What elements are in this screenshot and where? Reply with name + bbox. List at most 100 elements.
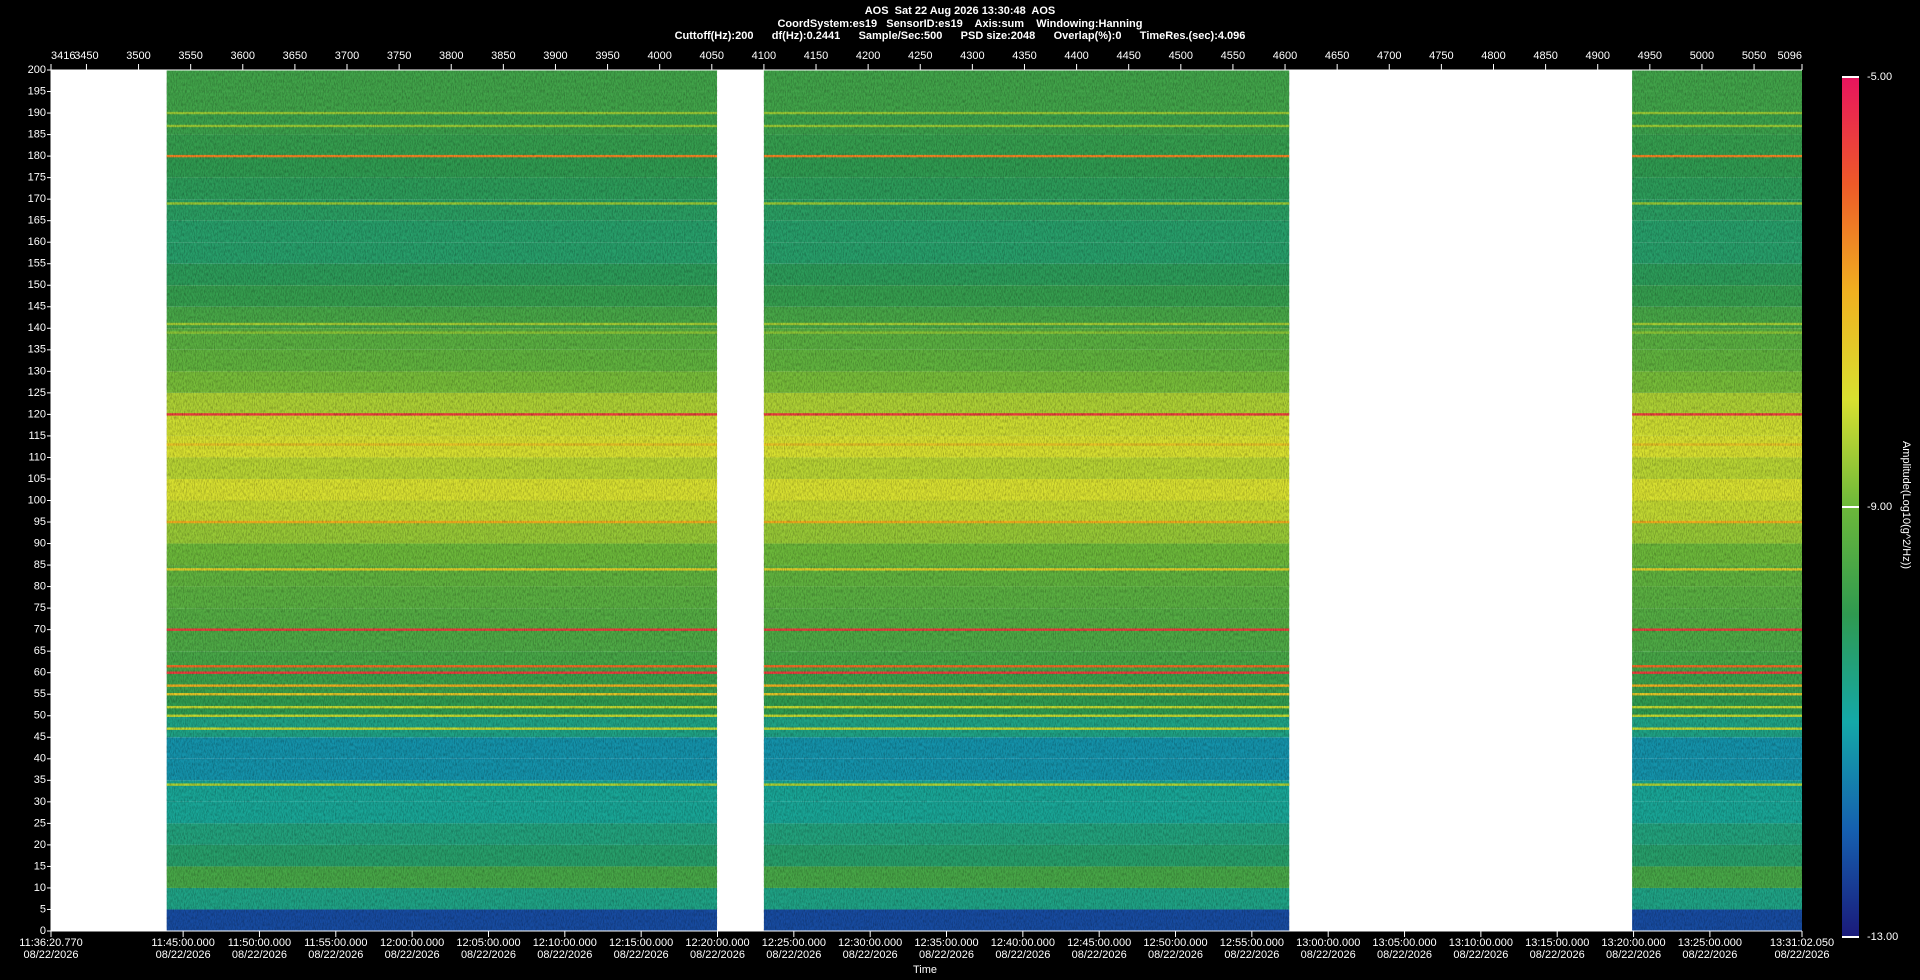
y-tick-label: 175	[28, 172, 46, 184]
time-tick-date: 08/22/2026	[1148, 949, 1203, 961]
y-tick-label: 100	[28, 494, 46, 506]
x-axis-label: Time	[913, 964, 937, 976]
time-tick-date: 08/22/2026	[1453, 949, 1508, 961]
y-tick-label: 35	[34, 774, 46, 786]
y-tick-label: 25	[34, 817, 46, 829]
y-tick-label: 110	[28, 451, 46, 463]
y-tick-label: 90	[34, 537, 46, 549]
colorbar-tick-label: -9.00	[1867, 501, 1892, 513]
y-tick-label: 85	[34, 559, 46, 571]
x-tick-label: 3750	[387, 50, 411, 62]
y-tick-label: 55	[34, 688, 46, 700]
colorbar-tick-label: -13.00	[1867, 931, 1898, 943]
time-tick-label: 13:05:00.000	[1372, 937, 1436, 949]
x-tick-label: 4100	[752, 50, 776, 62]
time-tick-label: 13:20:00.000	[1601, 937, 1665, 949]
time-tick-date: 08/22/2026	[919, 949, 974, 961]
time-tick-label: 12:00:00.000	[380, 937, 444, 949]
y-tick-label: 30	[34, 796, 46, 808]
time-tick-date: 08/22/2026	[1224, 949, 1279, 961]
heatmap	[166, 70, 1802, 931]
y-tick-label: 200	[28, 64, 46, 76]
time-tick-date: 08/22/2026	[385, 949, 440, 961]
title-line: CoordSystem:es19 SensorID:es19 Axis:sum …	[777, 18, 1142, 30]
x-tick-label: 4750	[1429, 50, 1453, 62]
time-tick-label: 13:25:00.000	[1678, 937, 1742, 949]
x-tick-label: 3550	[178, 50, 202, 62]
x-tick-label: 3600	[231, 50, 255, 62]
y-tick-label: 115	[28, 430, 46, 442]
y-tick-label: 20	[34, 839, 46, 851]
time-tick-date: 08/22/2026	[308, 949, 363, 961]
time-tick-label: 12:15:00.000	[609, 937, 673, 949]
time-tick-label: 12:10:00.000	[533, 937, 597, 949]
y-tick-label: 95	[34, 516, 46, 528]
noise-texture	[763, 70, 1290, 931]
y-tick-label: 145	[28, 301, 46, 313]
x-tick-label: 3700	[335, 50, 359, 62]
y-tick-label: 65	[34, 645, 46, 657]
time-tick-date: 08/22/2026	[614, 949, 669, 961]
x-tick-label: 4950	[1638, 50, 1662, 62]
y-tick-label: 180	[28, 150, 46, 162]
x-tick-label: 4050	[700, 50, 724, 62]
x-tick-label: 4850	[1533, 50, 1557, 62]
y-tick-label: 60	[34, 667, 46, 679]
x-tick-label: 4450	[1116, 50, 1140, 62]
time-tick-label: 11:55:00.000	[304, 937, 367, 949]
time-tick-date: 08/22/2026	[1682, 949, 1737, 961]
x-tick-label: 4200	[856, 50, 880, 62]
y-tick-label: 150	[28, 279, 46, 291]
x-tick-label: 3416	[51, 50, 75, 62]
x-tick-label: 4800	[1481, 50, 1505, 62]
time-tick-date: 08/22/2026	[995, 949, 1050, 961]
x-tick-label: 4700	[1377, 50, 1401, 62]
x-tick-label: 5050	[1742, 50, 1766, 62]
x-tick-label: 3650	[283, 50, 307, 62]
y-tick-label: 160	[28, 236, 46, 248]
title-line: Cuttoff(Hz):200 df(Hz):0.2441 Sample/Sec…	[675, 30, 1246, 42]
y-tick-label: 170	[28, 193, 46, 205]
x-tick-label: 4600	[1273, 50, 1297, 62]
x-tick-label: 3950	[595, 50, 619, 62]
time-tick-date: 08/22/2026	[1301, 949, 1356, 961]
y-tick-label: 70	[34, 624, 46, 636]
time-tick-date: 08/22/2026	[1377, 949, 1432, 961]
time-tick-label: 13:00:00.000	[1296, 937, 1360, 949]
x-tick-label: 5096	[1778, 50, 1802, 62]
time-tick-label: 12:20:00.000	[685, 937, 749, 949]
noise-texture	[1632, 70, 1802, 931]
y-tick-label: 190	[28, 107, 46, 119]
x-tick-label: 5000	[1690, 50, 1714, 62]
time-tick-label: 13:10:00.000	[1449, 937, 1513, 949]
y-tick-label: 135	[28, 344, 46, 356]
time-tick-label: 12:35:00.000	[914, 937, 978, 949]
time-tick-date: 08/22/2026	[232, 949, 287, 961]
y-tick-label: 155	[28, 258, 46, 270]
x-tick-label: 4250	[908, 50, 932, 62]
y-tick-label: 195	[28, 85, 46, 97]
y-tick-label: 45	[34, 731, 46, 743]
y-tick-label: 50	[34, 710, 46, 722]
time-tick-date: 08/22/2026	[156, 949, 211, 961]
time-tick-date: 08/22/2026	[461, 949, 516, 961]
time-tick-label: 11:36:20.770	[19, 937, 82, 949]
x-tick-label: 4900	[1585, 50, 1609, 62]
time-tick-date: 08/22/2026	[843, 949, 898, 961]
time-tick-date: 08/22/2026	[690, 949, 745, 961]
time-tick-date: 08/22/2026	[1072, 949, 1127, 961]
x-tick-label: 4300	[960, 50, 984, 62]
x-tick-label: 3500	[126, 50, 150, 62]
time-tick-label: 12:50:00.000	[1143, 937, 1207, 949]
x-tick-label: 4550	[1221, 50, 1245, 62]
noise-texture	[166, 70, 718, 931]
y-tick-label: 165	[28, 215, 46, 227]
time-tick-date: 08/22/2026	[537, 949, 592, 961]
time-tick-label: 13:31:02.050	[1770, 937, 1834, 949]
time-tick-date: 08/22/2026	[766, 949, 821, 961]
time-tick-label: 12:30:00.000	[838, 937, 902, 949]
x-tick-label: 4650	[1325, 50, 1349, 62]
x-tick-label: 4150	[804, 50, 828, 62]
time-tick-date: 08/22/2026	[23, 949, 78, 961]
